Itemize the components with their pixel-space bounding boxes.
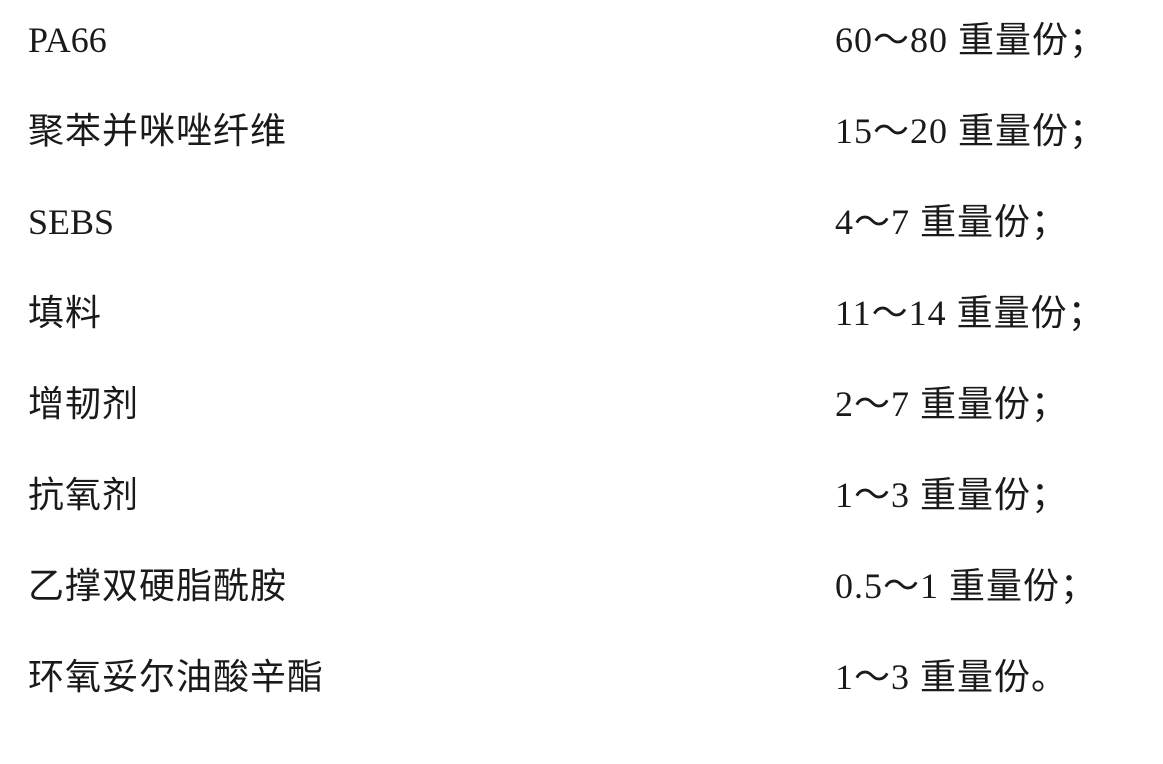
ingredient-row: 环氧妥尔油酸辛酯 1～3 重量份。 bbox=[28, 659, 1135, 695]
row-punct: ； bbox=[1031, 475, 1068, 515]
quantity-unit: 重量份 bbox=[910, 202, 1031, 242]
ingredient-quantity: 0.5～1 重量份； bbox=[835, 568, 1135, 604]
row-punct: ； bbox=[1069, 20, 1106, 60]
ingredient-quantity: 60～80 重量份； bbox=[835, 22, 1135, 58]
quantity-range: 4～7 bbox=[835, 202, 910, 242]
ingredient-name: 乙撑双硬脂酰胺 bbox=[28, 568, 287, 604]
ingredient-quantity: 1～3 重量份； bbox=[835, 477, 1135, 513]
quantity-range: 11～14 bbox=[835, 293, 947, 333]
ingredient-row: 填料 11～14 重量份； bbox=[28, 295, 1135, 331]
quantity-unit: 重量份 bbox=[947, 293, 1068, 333]
quantity-range: 60～80 bbox=[835, 20, 948, 60]
row-punct: ； bbox=[1068, 293, 1105, 333]
quantity-unit: 重量份 bbox=[910, 475, 1031, 515]
ingredient-list: PA6660～80 重量份；聚苯并咪唑纤维15～20 重量份；SEBS4～7 重… bbox=[28, 22, 1135, 695]
quantity-unit: 重量份 bbox=[939, 566, 1060, 606]
ingredient-row: 乙撑双硬脂酰胺 0.5～1 重量份； bbox=[28, 568, 1135, 604]
ingredient-name: 填料 bbox=[28, 295, 102, 331]
row-punct: 。 bbox=[1031, 657, 1068, 697]
row-punct: ； bbox=[1069, 111, 1106, 151]
ingredient-name: 增韧剂 bbox=[28, 386, 139, 422]
ingredient-name: 环氧妥尔油酸辛酯 bbox=[28, 659, 324, 695]
ingredient-quantity: 4～7 重量份； bbox=[835, 204, 1135, 240]
ingredient-name: PA66 bbox=[28, 22, 107, 58]
ingredient-quantity: 1～3 重量份。 bbox=[835, 659, 1135, 695]
ingredient-quantity: 15～20 重量份； bbox=[835, 113, 1135, 149]
row-punct: ； bbox=[1031, 384, 1068, 424]
row-punct: ； bbox=[1031, 202, 1068, 242]
ingredient-name: 抗氧剂 bbox=[28, 477, 139, 513]
quantity-unit: 重量份 bbox=[910, 657, 1031, 697]
quantity-unit: 重量份 bbox=[948, 111, 1069, 151]
ingredient-quantity: 11～14 重量份； bbox=[835, 295, 1135, 331]
quantity-range: 15～20 bbox=[835, 111, 948, 151]
ingredient-row: 抗氧剂 1～3 重量份； bbox=[28, 477, 1135, 513]
ingredient-row: 增韧剂 2～7 重量份； bbox=[28, 386, 1135, 422]
quantity-unit: 重量份 bbox=[910, 384, 1031, 424]
quantity-unit: 重量份 bbox=[948, 20, 1069, 60]
ingredient-row: SEBS 4～7 重量份； bbox=[28, 204, 1135, 240]
ingredient-row: 聚苯并咪唑纤维 15～20 重量份； bbox=[28, 113, 1135, 149]
ingredient-name: 聚苯并咪唑纤维 bbox=[28, 113, 287, 149]
quantity-range: 2～7 bbox=[835, 384, 910, 424]
ingredient-row: PA66 60～80 重量份； bbox=[28, 22, 1135, 58]
ingredient-name: SEBS bbox=[28, 204, 114, 240]
quantity-range: 1～3 bbox=[835, 475, 910, 515]
row-punct: ； bbox=[1060, 566, 1097, 606]
ingredient-quantity: 2～7 重量份； bbox=[835, 386, 1135, 422]
quantity-range: 1～3 bbox=[835, 657, 910, 697]
quantity-range: 0.5～1 bbox=[835, 566, 939, 606]
